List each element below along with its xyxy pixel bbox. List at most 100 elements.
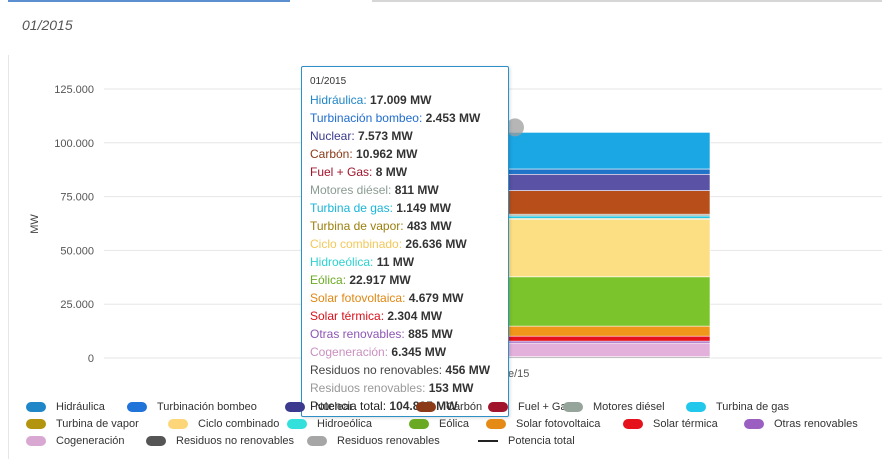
y-tick-label: 100.000: [54, 138, 94, 150]
y-tick-label: 125.000: [54, 84, 94, 96]
tooltip-row: Eólica: 22.917 MW: [310, 273, 411, 287]
tooltip-row-value: 26.636 MW: [405, 237, 467, 251]
tooltip-row: Solar fotovoltaica: 4.679 MW: [310, 291, 464, 305]
tooltip-row: Hidroeólica: 11 MW: [310, 255, 415, 269]
tooltip-row-value: 17.009 MW: [370, 93, 432, 107]
legend-swatch: [409, 419, 429, 429]
tooltip-row: Carbón: 10.962 MW: [310, 147, 418, 161]
tooltip-row-label: Residuos renovables: [310, 381, 423, 395]
legend-swatch: [146, 436, 166, 446]
tooltip-row-label: Fuel + Gas: [310, 165, 370, 179]
tooltip-row-label: Ciclo combinado: [310, 237, 399, 251]
legend-swatch: [416, 402, 436, 412]
legend-swatch: [127, 402, 147, 412]
tooltip-row-value: 10.962 MW: [356, 147, 418, 161]
legend-label: Motores diésel: [593, 401, 665, 413]
tooltip-row: Cogeneración: 6.345 MW: [310, 345, 447, 359]
tooltip-row: Solar térmica: 2.304 MW: [310, 309, 443, 323]
legend-swatch: [168, 419, 188, 429]
tooltip-row-label: Otras renovables: [310, 327, 402, 341]
tooltip-row: Turbina de vapor: 483 MW: [310, 219, 452, 233]
legend-label: Turbina de vapor: [56, 418, 139, 430]
tooltip-row-label: Solar fotovoltaica: [310, 291, 403, 305]
legend-label: Fuel + Gas: [518, 401, 573, 413]
tooltip-row-value: 2.453 MW: [425, 111, 481, 125]
tooltip-row-label: Turbina de vapor: [310, 219, 401, 233]
legend-swatch: [285, 402, 305, 412]
bar-segment: [469, 132, 711, 170]
tooltip-title: 01/2015: [310, 76, 347, 87]
tooltip-row-label: Hidráulica: [310, 93, 364, 107]
y-tick-label: 75.000: [60, 192, 94, 204]
x-tick-label: e/15: [508, 368, 529, 380]
tooltip-row-value: 7.573 MW: [358, 129, 413, 143]
tooltip-row-value: 2.304 MW: [387, 309, 443, 323]
legend-label: Otras renovables: [774, 418, 858, 430]
total-marker: [506, 118, 524, 137]
panel-border: [8, 55, 9, 459]
tooltip-row-label: Motores diésel: [310, 183, 389, 197]
tooltip-row-label: Cogeneración: [310, 345, 385, 359]
tooltip-row-label: Turbinación bombeo: [310, 111, 419, 125]
legend-label: Ciclo combinado: [198, 418, 280, 430]
legend-swatch: [26, 402, 46, 412]
legend-label: Solar térmica: [653, 418, 718, 430]
tooltip-row-label: Turbina de gas: [310, 201, 390, 215]
legend-label: Solar fotovoltaica: [516, 418, 601, 430]
tooltip-row-label: Nuclear: [310, 129, 352, 143]
legend-swatch: [486, 419, 506, 429]
legend-label: Hidráulica: [56, 401, 105, 413]
tooltip-row-value: 811 MW: [394, 183, 439, 197]
legend-swatch: [478, 440, 498, 442]
tooltip-row: Residuos no renovables: 456 MW: [310, 363, 491, 377]
legend-label: Turbinación bombeo: [157, 401, 257, 413]
legend-label: Potencia total: [508, 435, 575, 447]
legend-label: Turbina de gas: [716, 401, 789, 413]
legend-swatch: [26, 419, 46, 429]
tooltip-row: Nuclear: 7.573 MW: [310, 129, 413, 143]
tooltip-row-label: Carbón: [310, 147, 350, 161]
tooltip-row: Residuos renovables: 153 MW: [310, 381, 474, 395]
tooltip-row-label: Hidroeólica: [310, 255, 371, 269]
legend-label: Eólica: [439, 418, 469, 430]
active-tab-underline: [8, 0, 290, 2]
legend-swatch: [307, 436, 327, 446]
tooltip-row-value: 6.345 MW: [391, 345, 447, 359]
chart-tooltip: 01/2015 Hidráulica: 17.009 MW Turbinación…: [301, 66, 509, 417]
period-title: 01/2015: [22, 17, 73, 33]
top-tab-strip: [0, 0, 882, 3]
tooltip-row-label: Eólica: [310, 273, 343, 287]
legend-swatch: [488, 402, 508, 412]
tooltip-row-label: Solar térmica: [310, 309, 381, 323]
tooltip-row-value: 483 MW: [406, 219, 452, 233]
legend-swatch: [563, 402, 583, 412]
tooltip-row: Otras renovables: 885 MW: [310, 327, 453, 341]
legend-label: Hidroeólica: [317, 418, 373, 430]
tooltip-row: Turbina de gas: 1.149 MW: [310, 201, 451, 215]
legend-label: Residuos no renovables: [176, 435, 295, 447]
tooltip-row: Fuel + Gas: 8 MW: [310, 165, 408, 179]
tooltip-row: Turbinación bombeo: 2.453 MW: [310, 111, 481, 125]
tooltip-row-value: 4.679 MW: [408, 291, 464, 305]
tooltip-row-value: 885 MW: [408, 327, 453, 341]
tooltip-row-label: Potencia total: [310, 399, 383, 413]
legend-swatch: [744, 419, 764, 429]
inactive-tab-underline: [372, 0, 882, 2]
tooltip-row-value: 8 MW: [375, 165, 408, 179]
tooltip-row-value: 456 MW: [445, 363, 491, 377]
tooltip-rows: Hidráulica: 17.009 MW Turbinación bombeo:…: [310, 91, 508, 415]
y-axis-label: MW: [29, 214, 41, 234]
bar-segment: [469, 276, 711, 327]
legend-label: Cogeneración: [56, 435, 125, 447]
legend-swatch: [623, 419, 643, 429]
legend-label: Nuclear: [315, 401, 353, 413]
bar-segment: [469, 219, 711, 278]
tooltip-row-value: 1.149 MW: [396, 201, 451, 215]
y-tick-label: 25.000: [60, 299, 94, 311]
legend-swatch: [287, 419, 307, 429]
tooltip-row: Hidráulica: 17.009 MW: [310, 93, 432, 107]
legend-swatch: [26, 436, 46, 446]
y-tick-label: 50.000: [60, 245, 94, 257]
tooltip-row: Motores diésel: 811 MW: [310, 183, 439, 197]
tooltip-row-label: Residuos no renovables: [310, 363, 439, 377]
